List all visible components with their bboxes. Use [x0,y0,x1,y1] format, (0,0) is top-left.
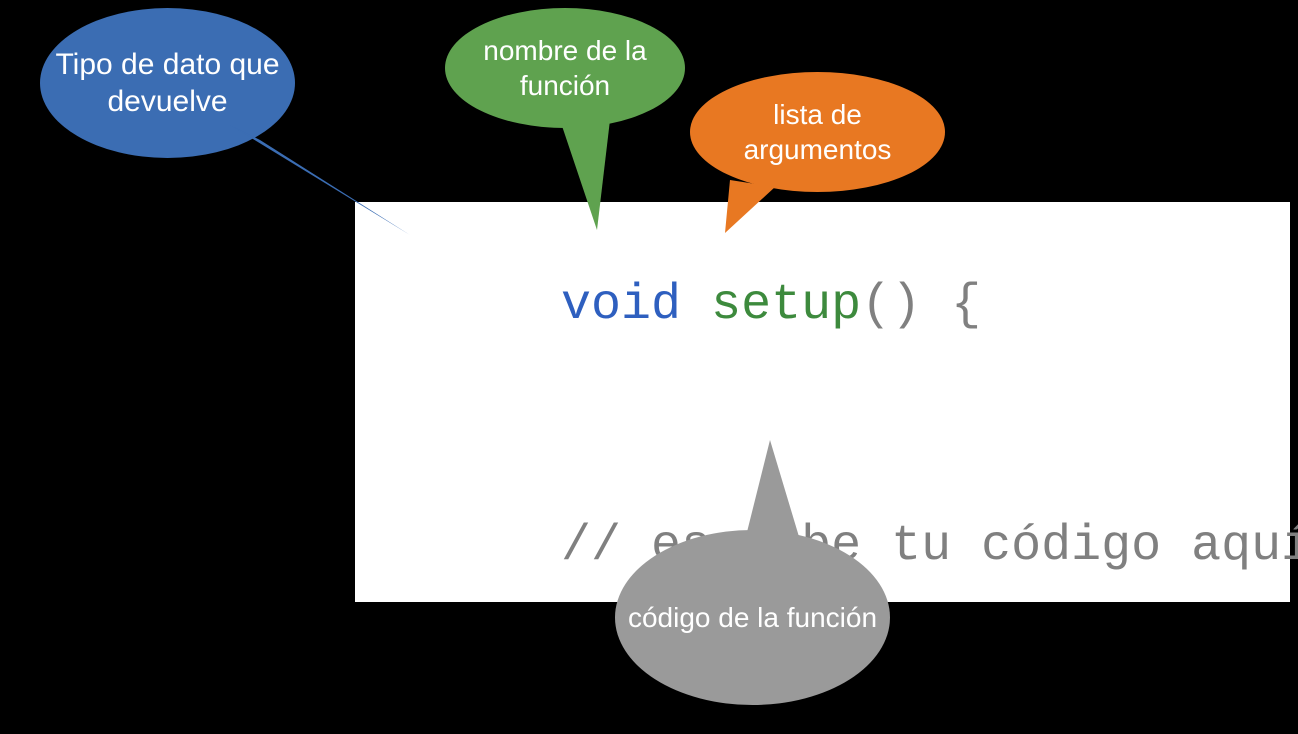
callout-function-body-tail-svg [740,435,820,545]
code-line-1: void setup() { [381,220,1264,391]
callout-function-body-text: código de la función [628,600,877,635]
token-parens-brace: () { [861,277,981,334]
token-setup: setup [711,277,861,334]
callout-function-name-text: nombre de la función [455,33,675,103]
callout-function-name-tail-svg [555,115,635,235]
callout-arguments-tail-svg [720,175,800,245]
callout-return-type-text: Tipo de dato que devuelve [50,46,285,121]
callout-arguments: lista de argumentos [690,72,945,192]
callout-return-type-tail-svg [200,115,420,245]
token-void: void [561,277,681,334]
diagram-stage: void setup() { // escribe tu código aquí… [0,0,1298,734]
callout-function-body: código de la función [615,530,890,705]
code-line-closebrace: } [381,722,1264,734]
callout-arguments-text: lista de argumentos [700,97,935,167]
callout-function-name: nombre de la función [445,8,685,128]
